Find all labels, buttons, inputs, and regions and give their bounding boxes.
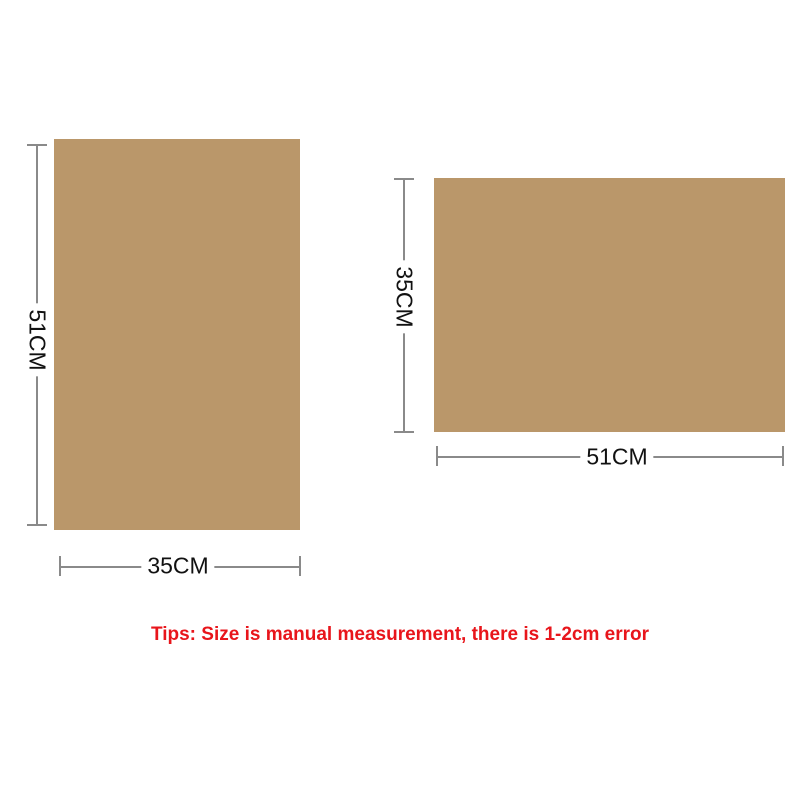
tips-note: Tips: Size is manual measurement, there … <box>150 624 650 645</box>
landscape-width-cap-right <box>782 446 784 466</box>
landscape-height-cap-bottom <box>394 431 414 433</box>
landscape-height-cap-top <box>394 178 414 180</box>
portrait-height-label: 51CM <box>25 303 51 377</box>
portrait-sheet <box>54 139 300 530</box>
landscape-width-cap-left <box>436 446 438 466</box>
landscape-width-label: 51CM <box>580 445 654 469</box>
landscape-sheet <box>434 178 785 432</box>
portrait-height-cap-top <box>27 144 47 146</box>
landscape-height-label: 35CM <box>392 260 418 334</box>
portrait-height-cap-bottom <box>27 524 47 526</box>
portrait-width-cap-left <box>59 556 61 576</box>
portrait-width-cap-right <box>299 556 301 576</box>
portrait-width-label: 35CM <box>141 554 215 578</box>
